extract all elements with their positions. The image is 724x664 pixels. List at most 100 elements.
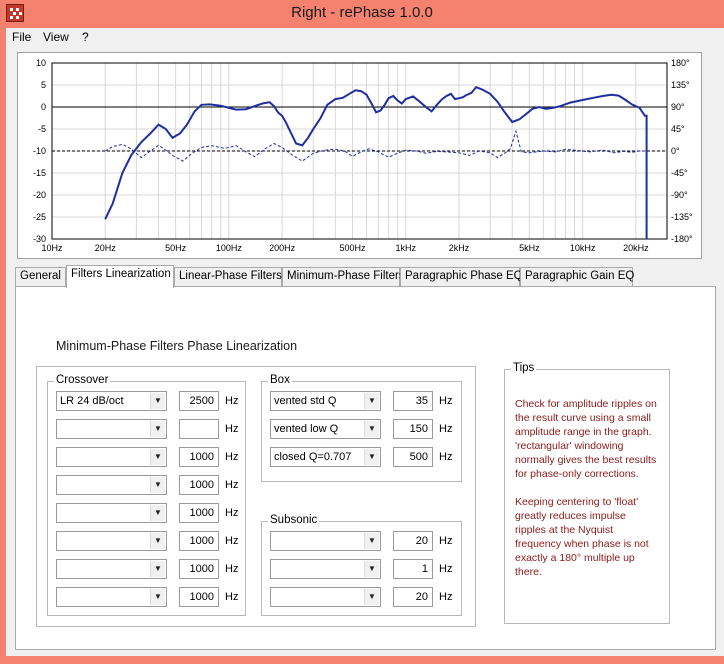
- crossover-frequency-input[interactable]: 1000: [179, 559, 219, 579]
- tab-linear-phase-filters[interactable]: Linear-Phase Filters: [174, 267, 282, 287]
- tab-paragraphic-gain-eq[interactable]: Paragraphic Gain EQ: [520, 267, 634, 287]
- y-axis-tick-label: -30: [33, 234, 46, 244]
- box-type-value: vented low Q: [274, 423, 339, 435]
- crossover-group: Crossover LR 24 dB/oct ▼ 2500 Hz ▼ Hz ▼ 1000 Hz ▼…: [47, 374, 246, 616]
- phase-axis-tick-label: -90°: [671, 190, 688, 200]
- chevron-down-icon[interactable]: ▼: [364, 533, 379, 549]
- hz-unit-label: Hz: [439, 451, 453, 463]
- chevron-down-icon[interactable]: ▼: [150, 533, 165, 549]
- x-axis-tick-label: 2kHz: [449, 243, 470, 253]
- chevron-down-icon[interactable]: ▼: [150, 421, 165, 437]
- y-axis-tick-label: -25: [33, 212, 46, 222]
- crossover-type-select[interactable]: ▼: [56, 587, 167, 607]
- box-type-select[interactable]: closed Q=0.707 ▼: [270, 447, 381, 467]
- hz-unit-label: Hz: [225, 507, 239, 519]
- hz-unit-label: Hz: [225, 535, 239, 547]
- tab-minimum-phase-filters[interactable]: Minimum-Phase Filters: [282, 267, 405, 287]
- y-axis-tick-label: 10: [36, 58, 46, 68]
- tab-general[interactable]: General: [15, 267, 66, 287]
- x-axis-tick-label: 100Hz: [216, 243, 243, 253]
- menu-view[interactable]: View: [43, 30, 69, 44]
- subsonic-type-select[interactable]: ▼: [270, 531, 381, 551]
- hz-unit-label: Hz: [225, 563, 239, 575]
- crossover-type-select[interactable]: ▼: [56, 475, 167, 495]
- crossover-type-select[interactable]: ▼: [56, 419, 167, 439]
- hz-unit-label: Hz: [225, 591, 239, 603]
- crossover-type-select[interactable]: LR 24 dB/oct ▼: [56, 391, 167, 411]
- menu-bar: File View ?: [6, 28, 724, 48]
- hz-unit-label: Hz: [439, 535, 453, 547]
- subsonic-frequency-input[interactable]: 20: [393, 531, 433, 551]
- crossover-frequency-input[interactable]: 1000: [179, 475, 219, 495]
- crossover-frequency-input[interactable]: 1000: [179, 503, 219, 523]
- amplitude-curve: [104, 86, 648, 239]
- title-bar: Right - rePhase 1.0.0: [0, 0, 724, 28]
- box-type-select[interactable]: vented low Q ▼: [270, 419, 381, 439]
- box-group: Box vented std Q ▼ 35 Hz vented low Q ▼ 150 Hz c…: [261, 374, 462, 482]
- y-axis-tick-label: -15: [33, 168, 46, 178]
- filters-linearization-panel: Minimum-Phase Filters Phase Linearizatio…: [15, 286, 716, 650]
- phase-axis-tick-label: 180°: [671, 58, 690, 68]
- box-type-value: vented std Q: [274, 395, 337, 407]
- hz-unit-label: Hz: [439, 423, 453, 435]
- crossover-type-select[interactable]: ▼: [56, 559, 167, 579]
- box-frequency-input[interactable]: 35: [393, 391, 433, 411]
- x-axis-tick-label: 1kHz: [395, 243, 416, 253]
- phase-axis-tick-label: -45°: [671, 168, 688, 178]
- chevron-down-icon[interactable]: ▼: [150, 589, 165, 605]
- subsonic-type-select[interactable]: ▼: [270, 587, 381, 607]
- chevron-down-icon[interactable]: ▼: [364, 449, 379, 465]
- chevron-down-icon[interactable]: ▼: [150, 561, 165, 577]
- tab-filters-linearization[interactable]: Filters Linearization: [66, 265, 174, 288]
- chevron-down-icon[interactable]: ▼: [364, 421, 379, 437]
- phase-axis-tick-label: 90°: [671, 102, 685, 112]
- chevron-down-icon[interactable]: ▼: [150, 477, 165, 493]
- subsonic-type-select[interactable]: ▼: [270, 559, 381, 579]
- x-axis-tick-label: 50Hz: [165, 243, 187, 253]
- box-type-select[interactable]: vented std Q ▼: [270, 391, 381, 411]
- chevron-down-icon[interactable]: ▼: [150, 393, 165, 409]
- box-caption: Box: [268, 374, 292, 386]
- tab-paragraphic-phase-eq[interactable]: Paragraphic Phase EQ: [400, 267, 523, 287]
- crossover-frequency-input[interactable]: 2500: [179, 391, 219, 411]
- menu-file[interactable]: File: [12, 30, 32, 44]
- y-axis-tick-label: 0: [41, 102, 46, 112]
- phase-axis-tick-label: 0°: [671, 146, 680, 156]
- crossover-frequency-input[interactable]: [179, 419, 219, 439]
- phase-axis-tick-label: -135°: [671, 212, 693, 222]
- client-area: 10 5 0 -5 -10 -15 -20 -25 -30 180° 135° 90° 45° 0° -45…: [6, 48, 724, 656]
- chevron-down-icon[interactable]: ▼: [364, 393, 379, 409]
- crossover-type-select[interactable]: ▼: [56, 503, 167, 523]
- chevron-down-icon[interactable]: ▼: [150, 505, 165, 521]
- y-axis-tick-label: -5: [38, 124, 46, 134]
- crossover-type-select[interactable]: ▼: [56, 447, 167, 467]
- phase-axis-tick-label: 45°: [671, 124, 685, 134]
- x-axis-tick-label: 200Hz: [269, 243, 296, 253]
- crossover-frequency-input[interactable]: 1000: [179, 531, 219, 551]
- box-frequency-input[interactable]: 150: [393, 419, 433, 439]
- chevron-down-icon[interactable]: ▼: [364, 561, 379, 577]
- subsonic-frequency-input[interactable]: 20: [393, 587, 433, 607]
- y-axis-tick-label: -10: [33, 146, 46, 156]
- linearization-frame: [36, 366, 476, 627]
- phase-axis-tick-label: 135°: [671, 80, 690, 90]
- box-frequency-input[interactable]: 500: [393, 447, 433, 467]
- panel-heading: Minimum-Phase Filters Phase Linearizatio…: [56, 339, 298, 353]
- menu-help[interactable]: ?: [82, 30, 89, 44]
- response-graph[interactable]: 10 5 0 -5 -10 -15 -20 -25 -30 180° 135° 90° 45° 0° -45…: [17, 52, 702, 259]
- crossover-frequency-input[interactable]: 1000: [179, 447, 219, 467]
- crossover-type-select[interactable]: ▼: [56, 531, 167, 551]
- x-axis-tick-label: 20kHz: [623, 243, 649, 253]
- hz-unit-label: Hz: [225, 451, 239, 463]
- x-axis-tick-label: 5kHz: [519, 243, 540, 253]
- app-icon[interactable]: [6, 4, 24, 22]
- subsonic-frequency-input[interactable]: 1: [393, 559, 433, 579]
- x-axis-tick-label: 500Hz: [339, 243, 366, 253]
- tips-paragraph-1: Check for amplitude ripples on the resul…: [515, 398, 657, 480]
- crossover-frequency-input[interactable]: 1000: [179, 587, 219, 607]
- phase-axis-tick-label: -180°: [671, 234, 693, 244]
- tips-group: Tips Check for amplitude ripples on the …: [504, 362, 670, 624]
- chevron-down-icon[interactable]: ▼: [364, 589, 379, 605]
- chevron-down-icon[interactable]: ▼: [150, 449, 165, 465]
- subsonic-group: Subsonic ▼ 20 Hz ▼ 1 Hz ▼ 20 Hz: [261, 514, 462, 616]
